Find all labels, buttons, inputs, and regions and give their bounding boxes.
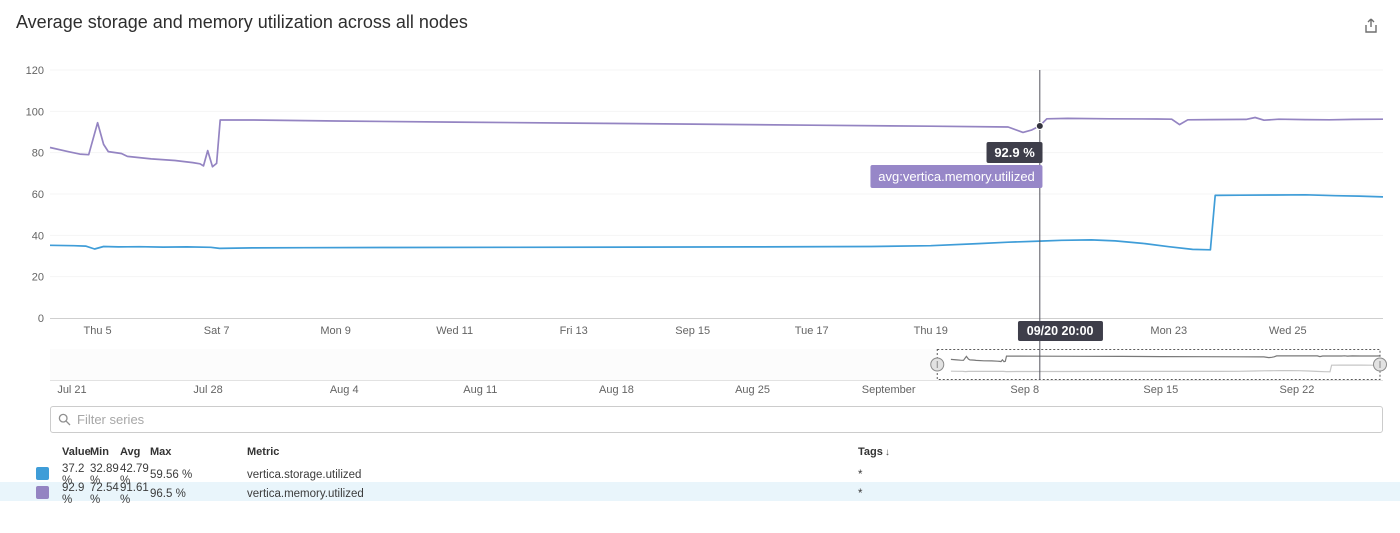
- x-axis-tick-label: Mon 9: [320, 325, 351, 337]
- hover-value-badge: 92.9 %: [986, 142, 1043, 163]
- filter-series-bar: [50, 406, 1383, 433]
- minimap-tick-label: September: [862, 384, 916, 396]
- swatch-cell: [36, 486, 62, 502]
- minimap-tick-label: Aug 4: [330, 384, 359, 396]
- series-value-cell: 37.2 %: [62, 463, 85, 487]
- series-color-swatch[interactable]: [36, 467, 49, 480]
- minimap-memory-line: [950, 355, 1381, 363]
- y-axis-tick-label: 40: [32, 230, 44, 242]
- x-axis-tick-label: Mon 23: [1150, 325, 1187, 337]
- export-share-icon: [1365, 18, 1377, 33]
- sort-descending-icon: ↓: [884, 447, 890, 458]
- minimap-tick-label: Jul 28: [193, 384, 222, 396]
- y-axis-tick-label: 100: [26, 106, 44, 118]
- metric-column-header[interactable]: Metric: [247, 446, 280, 458]
- hover-timestamp-badge: 09/20 20:00: [1017, 321, 1103, 341]
- export-share-button[interactable]: [1360, 16, 1382, 38]
- memory-series-line: [49, 116, 1384, 168]
- storage-series-line: [49, 193, 1384, 251]
- value-column-header[interactable]: Value: [62, 446, 91, 458]
- min-column-header[interactable]: Min: [90, 446, 109, 458]
- y-axis-tick-label: 60: [32, 189, 44, 201]
- y-axis-tick-label: 120: [26, 65, 44, 77]
- x-axis-tick-label: Wed 25: [1269, 325, 1307, 337]
- x-axis-tick-label: Tue 17: [795, 325, 829, 337]
- page-title: Average storage and memory utilization a…: [16, 12, 468, 32]
- series-metric-cell: vertica.memory.utilized: [247, 488, 364, 500]
- series-min-cell: 72.54 %: [90, 482, 119, 506]
- x-axis-tick-label: Fri 13: [560, 325, 588, 337]
- tags-header-label: Tags: [858, 446, 883, 458]
- timeframe-brush-selection[interactable]: [936, 349, 1381, 380]
- y-axis-tick-label: 20: [32, 272, 44, 284]
- x-axis-tick-label: Thu 5: [84, 325, 112, 337]
- series-table-row[interactable]: 37.2 % 32.89 % 42.79 % 59.56 % vertica.stora…: [0, 463, 1400, 487]
- hover-series-badge: avg:vertica.memory.utilized: [870, 165, 1043, 188]
- series-value-cell: 92.9 %: [62, 482, 85, 506]
- series-tags-cell: *: [858, 469, 863, 481]
- y-axis-tick-label: 0: [38, 313, 44, 325]
- series-avg-cell: 91.61 %: [120, 482, 149, 506]
- minimap-tick-label: Jul 21: [57, 384, 86, 396]
- avg-column-header[interactable]: Avg: [120, 446, 141, 458]
- minimap-storage-line: [950, 364, 1381, 373]
- series-max-cell: 59.56 %: [150, 469, 193, 481]
- series-avg-cell: 42.79 %: [120, 463, 149, 487]
- minimap-tick-label: Sep 22: [1280, 384, 1315, 396]
- series-metric-cell: vertica.storage.utilized: [247, 469, 362, 481]
- hover-point-marker: [1035, 122, 1044, 131]
- series-color-swatch[interactable]: [36, 486, 49, 499]
- minimap-tick-label: Aug 11: [463, 384, 497, 396]
- series-max-cell: 96.5 %: [150, 488, 186, 500]
- minimap-tick-label: Sep 8: [1010, 384, 1039, 396]
- x-axis-tick-label: Thu 19: [914, 325, 948, 337]
- minimap-tick-label: Aug 18: [599, 384, 634, 396]
- series-tags-cell: *: [858, 488, 863, 500]
- filter-series-input[interactable]: [50, 406, 1383, 433]
- x-axis-tick-label: Sep 15: [675, 325, 710, 337]
- series-table: Value Min Avg Max Metric Tags ↓ 37.2 % 32.…: [0, 444, 1400, 506]
- swatch-cell: [36, 467, 62, 483]
- x-axis-tick-label: Sat 7: [204, 325, 230, 337]
- minimap-unselected-region: [50, 349, 938, 380]
- series-min-cell: 32.89 %: [90, 463, 119, 487]
- max-column-header[interactable]: Max: [150, 446, 172, 458]
- minimap-tick-label: Aug 25: [735, 384, 770, 396]
- series-table-body: 37.2 % 32.89 % 42.79 % 59.56 % vertica.stora…: [0, 463, 1400, 506]
- series-table-header: Value Min Avg Max Metric Tags ↓: [0, 444, 1400, 460]
- minimap-tick-label: Sep 15: [1143, 384, 1178, 396]
- tags-column-header[interactable]: Tags ↓: [858, 446, 1400, 458]
- x-axis-tick-label: Wed 11: [436, 325, 473, 337]
- series-table-row[interactable]: 92.9 % 72.54 % 91.61 % 96.5 % vertica.memory…: [0, 482, 1400, 506]
- y-axis-tick-label: 80: [32, 148, 44, 160]
